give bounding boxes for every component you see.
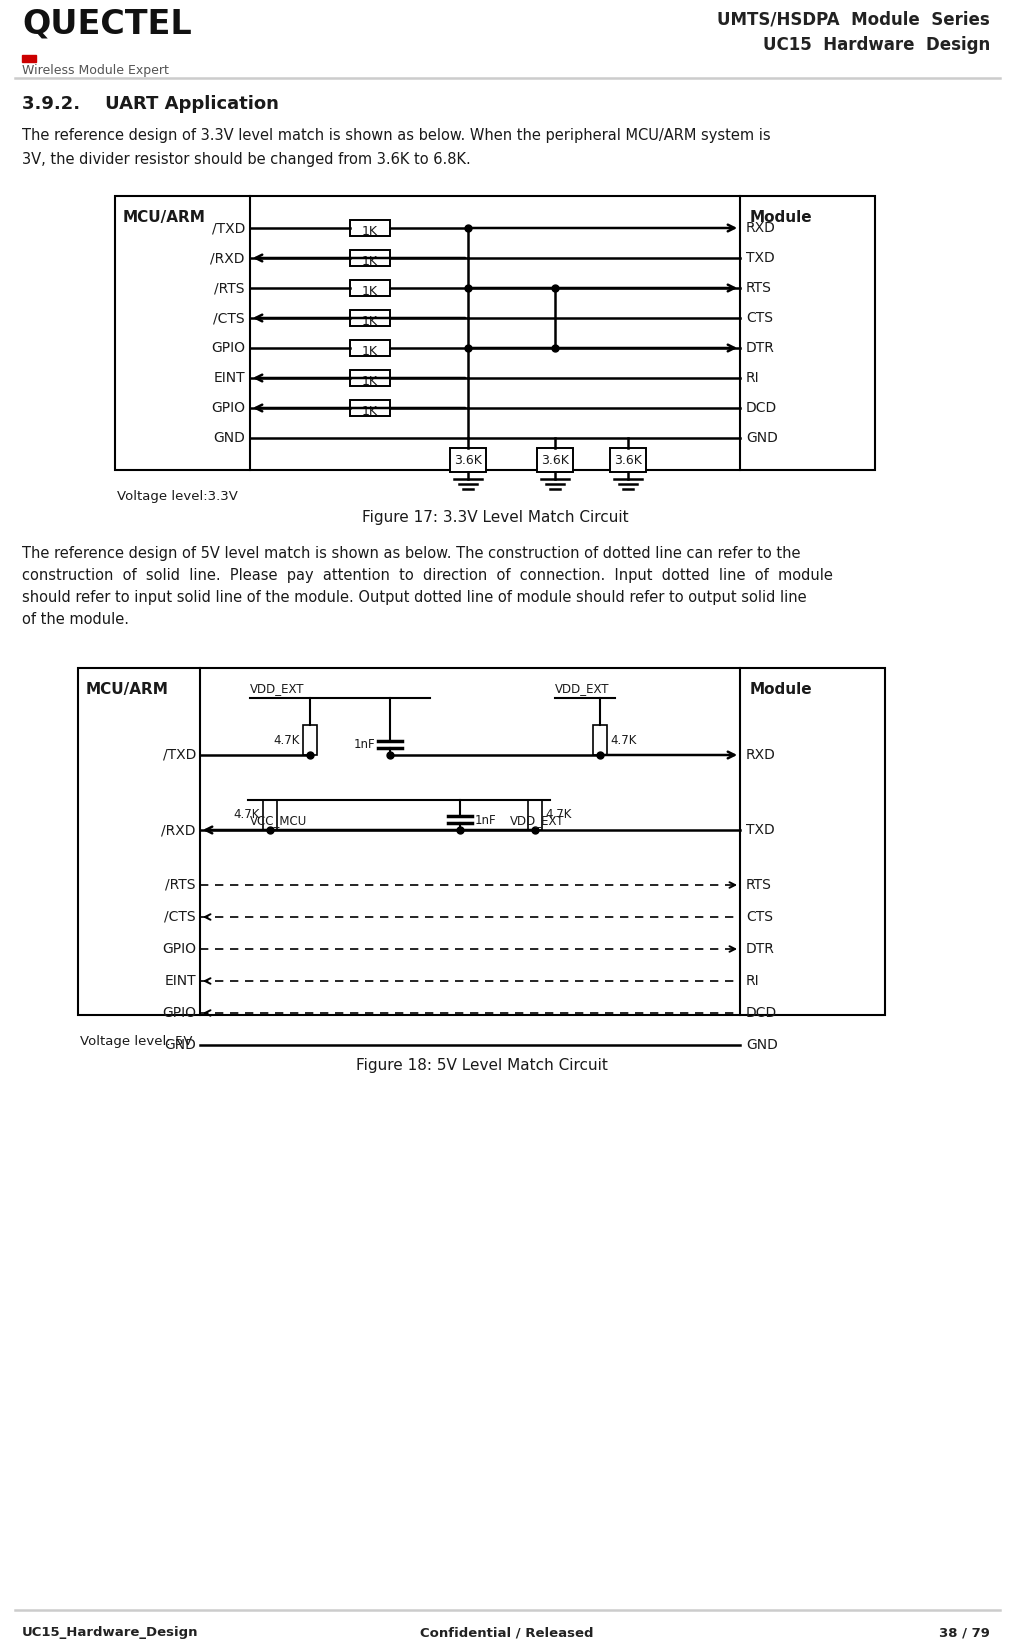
- Text: RXD: RXD: [746, 221, 775, 234]
- Text: Confidential / Released: Confidential / Released: [420, 1626, 594, 1639]
- Text: 4.7K: 4.7K: [610, 734, 636, 746]
- Text: DTR: DTR: [746, 942, 774, 956]
- Bar: [115, 197, 875, 470]
- Text: 1nF: 1nF: [353, 739, 375, 752]
- Text: DCD: DCD: [746, 402, 777, 415]
- Text: 4.7K: 4.7K: [545, 808, 571, 821]
- Text: 1K: 1K: [362, 344, 378, 357]
- Text: 3.6K: 3.6K: [454, 454, 482, 467]
- Text: 4.7K: 4.7K: [233, 808, 260, 821]
- Text: Wireless Module Expert: Wireless Module Expert: [22, 64, 168, 77]
- Text: /TXD: /TXD: [211, 221, 245, 234]
- Text: CTS: CTS: [746, 910, 773, 924]
- Text: DCD: DCD: [746, 1006, 777, 1019]
- Text: GND: GND: [213, 431, 245, 446]
- Bar: [263, 800, 277, 829]
- Text: 1K: 1K: [362, 315, 378, 328]
- Text: 1K: 1K: [362, 375, 378, 388]
- Text: Figure 18: 5V Level Match Circuit: Figure 18: 5V Level Match Circuit: [355, 1059, 607, 1074]
- Text: should refer to input solid line of the module. Output dotted line of module sho: should refer to input solid line of the …: [22, 590, 807, 605]
- Text: CTS: CTS: [746, 311, 773, 325]
- Text: Figure 17: 3.3V Level Match Circuit: Figure 17: 3.3V Level Match Circuit: [361, 510, 628, 524]
- Text: RI: RI: [746, 974, 759, 988]
- Text: GPIO: GPIO: [162, 1006, 196, 1019]
- Text: 3.9.2.    UART Application: 3.9.2. UART Application: [22, 95, 279, 113]
- Text: RI: RI: [746, 370, 759, 385]
- Text: /CTS: /CTS: [213, 311, 245, 325]
- Text: 3.6K: 3.6K: [614, 454, 641, 467]
- Text: 1K: 1K: [362, 256, 378, 269]
- Text: UC15  Hardware  Design: UC15 Hardware Design: [762, 36, 990, 54]
- Text: VDD_EXT: VDD_EXT: [250, 682, 304, 695]
- Bar: [303, 724, 317, 756]
- Text: RTS: RTS: [746, 879, 771, 892]
- Text: Module: Module: [750, 210, 813, 225]
- Text: VCC_MCU: VCC_MCU: [250, 815, 308, 828]
- Bar: [350, 370, 390, 387]
- Text: MCU/ARM: MCU/ARM: [123, 210, 206, 225]
- Bar: [350, 310, 390, 326]
- Bar: [350, 220, 390, 236]
- Text: TXD: TXD: [746, 251, 774, 266]
- Bar: [350, 251, 390, 266]
- Text: UC15_Hardware_Design: UC15_Hardware_Design: [22, 1626, 199, 1639]
- Text: The reference design of 5V level match is shown as below. The construction of do: The reference design of 5V level match i…: [22, 546, 801, 561]
- Text: RTS: RTS: [746, 280, 771, 295]
- Text: 3.6K: 3.6K: [541, 454, 569, 467]
- Text: GND: GND: [746, 1037, 777, 1052]
- Bar: [350, 280, 390, 297]
- Text: EINT: EINT: [213, 370, 245, 385]
- Text: 1nF: 1nF: [475, 813, 496, 826]
- Text: Module: Module: [750, 682, 813, 697]
- Text: VDD_EXT: VDD_EXT: [555, 682, 609, 695]
- Bar: [537, 447, 573, 472]
- Bar: [450, 447, 486, 472]
- Bar: [78, 669, 885, 1015]
- Text: GND: GND: [746, 431, 777, 446]
- Text: Voltage level:3.3V: Voltage level:3.3V: [117, 490, 238, 503]
- Text: 3V, the divider resistor should be changed from 3.6K to 6.8K.: 3V, the divider resistor should be chang…: [22, 152, 471, 167]
- Text: /CTS: /CTS: [164, 910, 196, 924]
- Text: RXD: RXD: [746, 747, 775, 762]
- Bar: [610, 447, 646, 472]
- Text: 1K: 1K: [362, 405, 378, 418]
- Text: 1K: 1K: [362, 225, 378, 238]
- Text: QUECTEL: QUECTEL: [22, 8, 192, 41]
- Text: /RXD: /RXD: [210, 251, 245, 266]
- Bar: [593, 724, 607, 756]
- Text: /TXD: /TXD: [162, 747, 196, 762]
- Polygon shape: [22, 56, 36, 62]
- Bar: [350, 339, 390, 356]
- Text: UMTS/HSDPA  Module  Series: UMTS/HSDPA Module Series: [718, 10, 990, 28]
- Text: GPIO: GPIO: [211, 341, 245, 356]
- Text: Voltage level: 5V: Voltage level: 5V: [80, 1034, 193, 1047]
- Text: /RTS: /RTS: [165, 879, 196, 892]
- Bar: [350, 400, 390, 416]
- Text: The reference design of 3.3V level match is shown as below. When the peripheral : The reference design of 3.3V level match…: [22, 128, 770, 143]
- Bar: [528, 800, 542, 829]
- Text: DTR: DTR: [746, 341, 774, 356]
- Text: 1K: 1K: [362, 285, 378, 298]
- Text: TXD: TXD: [746, 823, 774, 838]
- Text: 38 / 79: 38 / 79: [939, 1626, 990, 1639]
- Text: GPIO: GPIO: [162, 942, 196, 956]
- Text: GND: GND: [164, 1037, 196, 1052]
- Text: VDD_EXT: VDD_EXT: [510, 815, 564, 828]
- Text: GPIO: GPIO: [211, 402, 245, 415]
- Text: 4.7K: 4.7K: [274, 734, 300, 746]
- Text: EINT: EINT: [164, 974, 196, 988]
- Text: /RXD: /RXD: [161, 823, 196, 838]
- Text: /RTS: /RTS: [214, 280, 245, 295]
- Text: construction  of  solid  line.  Please  pay  attention  to  direction  of  conne: construction of solid line. Please pay a…: [22, 569, 833, 583]
- Text: of the module.: of the module.: [22, 611, 129, 628]
- Text: MCU/ARM: MCU/ARM: [86, 682, 168, 697]
